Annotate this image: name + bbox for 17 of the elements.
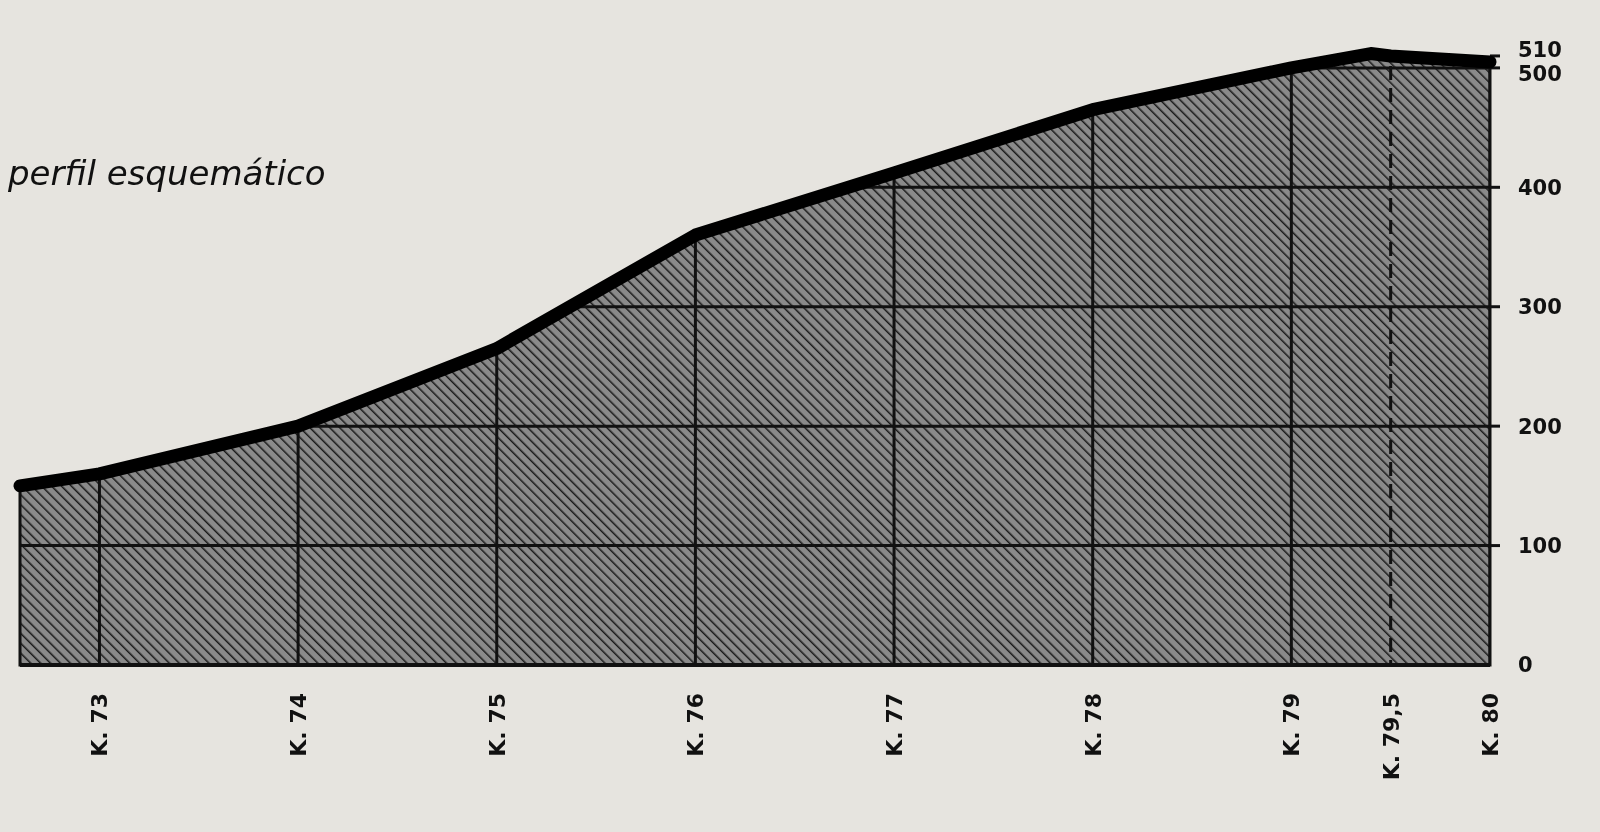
text: perfil esquemático [7,153,326,193]
x-tick-label: K. 77 [882,693,908,757]
x-tick-label: K. 75 [484,693,510,757]
x-tick-label: K. 73 [87,693,113,757]
y-tick-label: 400 [1518,175,1562,200]
y-tick-label: 510 [1518,38,1562,63]
x-tick-label: K. 74 [286,693,312,757]
x-tick-label: K. 78 [1080,693,1106,757]
y-tick-label: 100 [1518,533,1562,558]
x-tick-label: K. 76 [683,693,709,757]
y-tick-label: 300 [1518,295,1562,320]
y-tick-label: 0 [1518,653,1533,678]
y-tick-label: 200 [1518,414,1562,439]
y-tick-label: 500 [1518,62,1562,87]
x-tick-label: K. 79 [1279,693,1305,757]
x-tick-label: K. 79,5 [1378,693,1404,781]
x-tick-label: K. 80 [1478,693,1503,757]
